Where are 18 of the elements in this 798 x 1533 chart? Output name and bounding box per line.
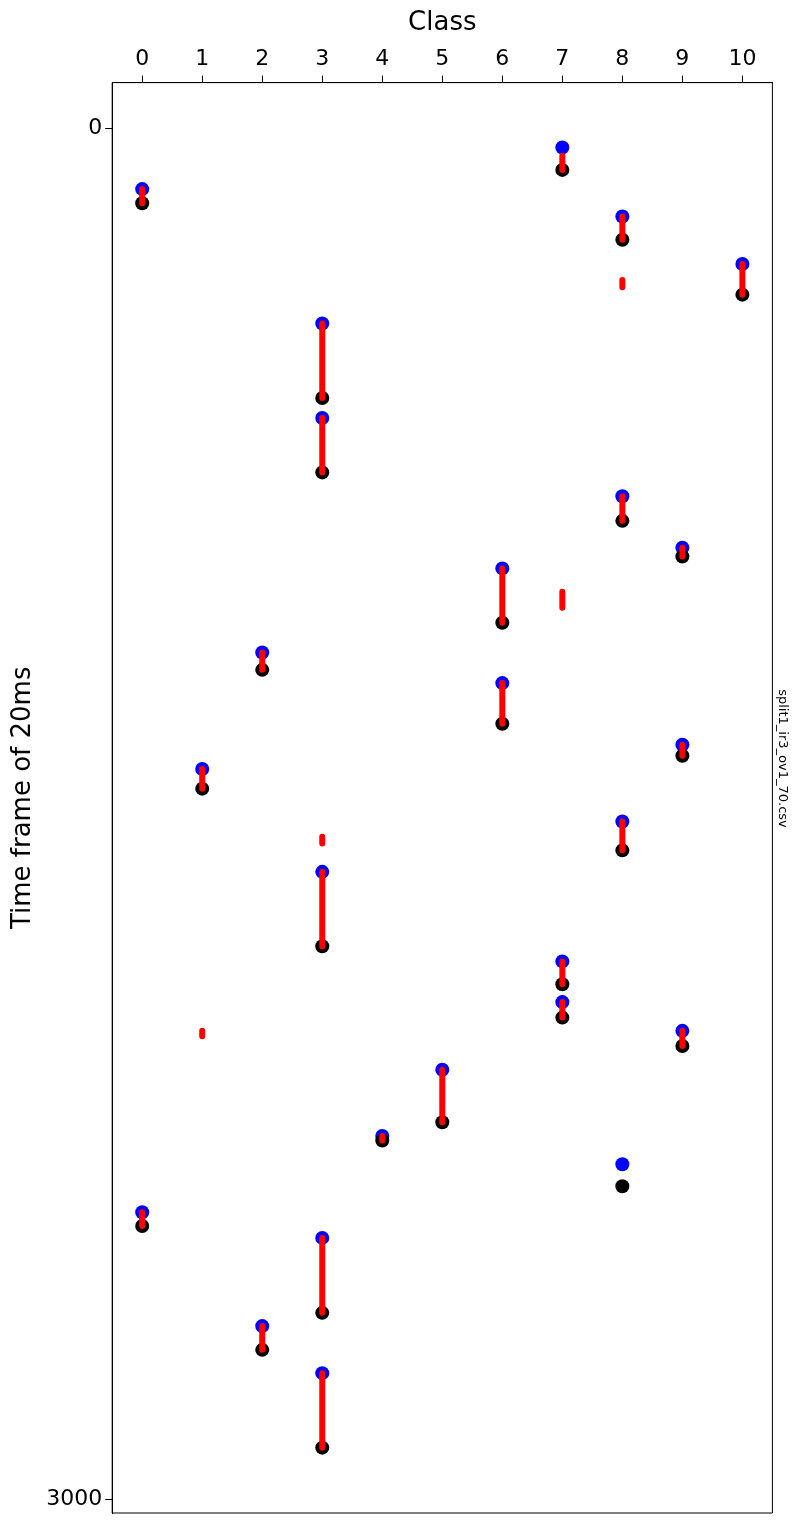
text: split1_ir3_ov1_70.csv [775, 689, 791, 829]
point [615, 1179, 630, 1194]
x-tick-label: 5 [435, 45, 450, 71]
x-axis-title: Class [408, 6, 477, 37]
x-tick-label: 6 [495, 45, 510, 71]
x-tick-label: 1 [195, 45, 210, 71]
x-tick-label: 10 [728, 45, 757, 71]
x-tick-label: 8 [615, 45, 630, 71]
x-tick-label: 9 [675, 45, 690, 71]
x-tick-label: 0 [135, 45, 150, 71]
x-tick-label: 7 [555, 45, 570, 71]
y-tick-label: 3000 [46, 1485, 103, 1511]
x-tick-label: 2 [255, 45, 270, 71]
y-axis-title: Time frame of 20ms [6, 666, 37, 931]
x-tick-label: 3 [315, 45, 330, 71]
point [615, 1157, 630, 1172]
point [555, 140, 570, 155]
x-tick-label: 4 [375, 45, 390, 71]
